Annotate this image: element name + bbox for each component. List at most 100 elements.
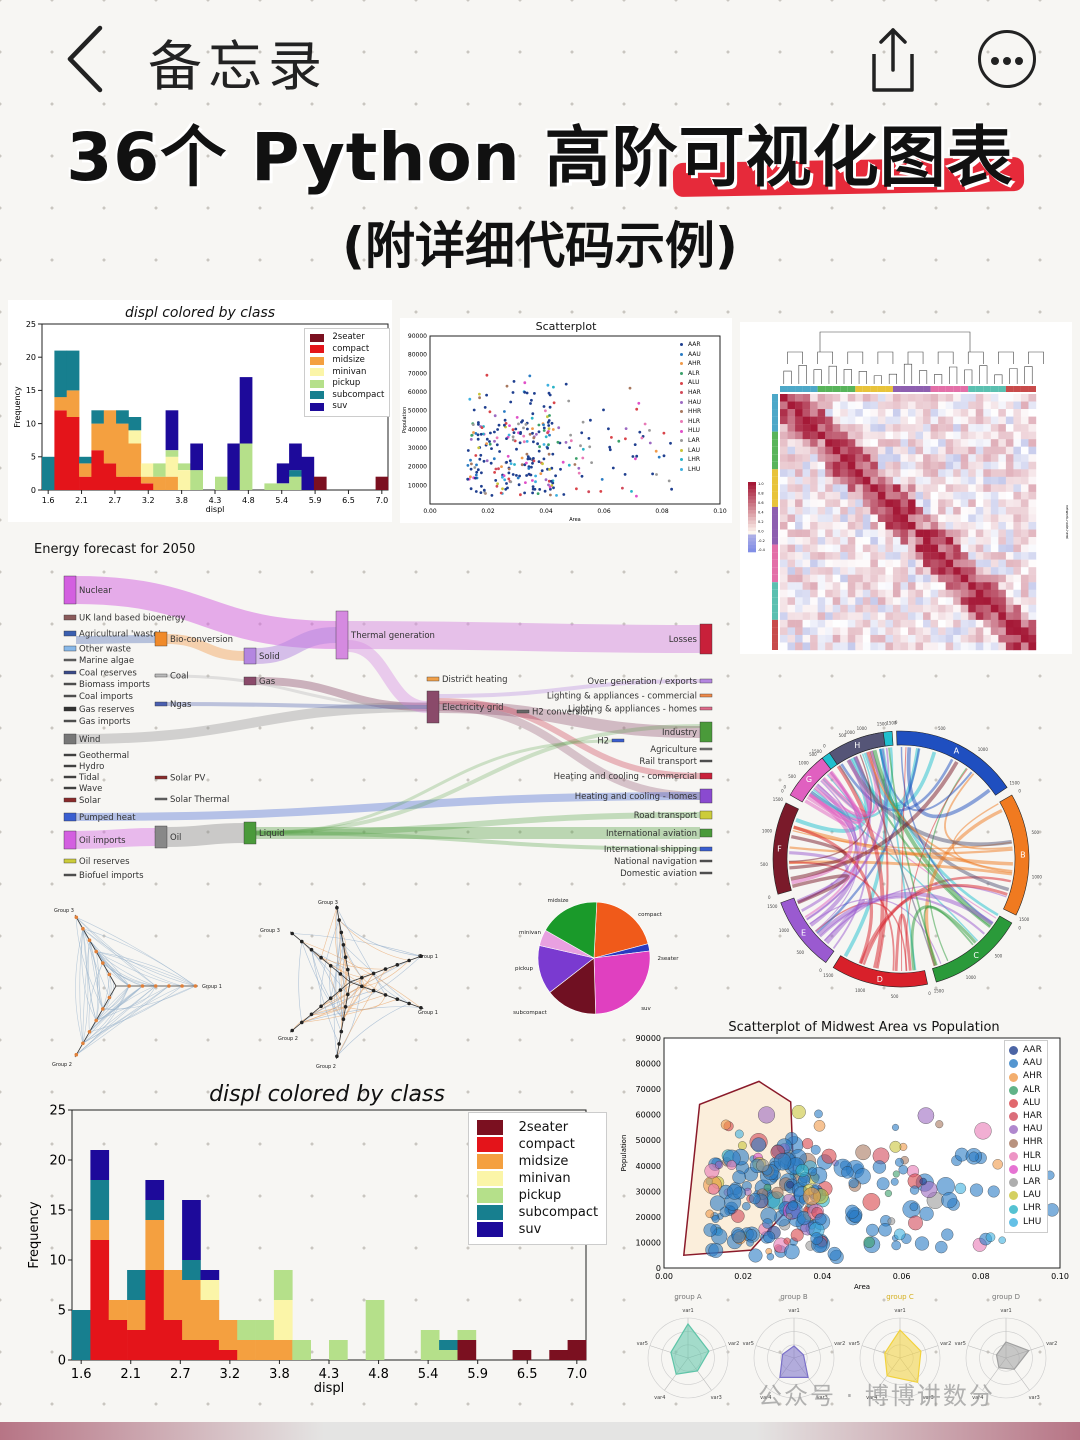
scatter-point [552,401,556,405]
scatter-point [525,474,528,477]
heatmap-cell [787,401,796,410]
scatter-point [569,433,572,437]
heatmap-cell [780,574,788,583]
heatmap-cell [817,506,826,515]
histogram-bar [313,476,327,490]
colorbar-tick-label: 0.0 [758,529,764,533]
colorbar-segment [748,496,756,500]
heatmap-cell [885,567,894,575]
radar-area [884,1329,922,1384]
heatmap-cell [960,574,969,583]
sankey-node [63,812,77,822]
heatmap-cell [998,627,1007,636]
back-button[interactable] [62,24,112,94]
legend-marker [680,458,683,462]
heatmap-cell [832,491,841,500]
cluster-strip-cell [772,439,778,447]
scatter-point [493,430,496,434]
heatmap-cell [945,394,954,402]
legend-item: LAU [1009,1189,1043,1202]
scatter-point [542,423,545,427]
scatter-point [480,484,483,488]
legend-item: minivan [310,367,384,379]
heatmap-cell [810,537,818,545]
legend-swatch [310,402,324,411]
heatmap-cell [953,506,961,515]
sankey-node-label: Geothermal [79,751,129,761]
heatmap-cell [908,431,916,440]
heatmap-cell [923,424,931,432]
hive-edge [89,939,130,987]
heatmap-cell [1005,544,1014,553]
heatmap-cell [960,634,969,643]
scatter-point [577,466,581,470]
heatmap-cell [915,469,924,478]
legend-label: ALR [1023,1084,1041,1095]
heatmap-cell [802,506,811,515]
scatter-encircle-chart: 0.00 0.02 0.04 0.06 0.08 0.100100002000030000… [620,1034,1069,1290]
chord-tick-label: 1500 [934,989,945,994]
radar-variable-label: var3 [711,1395,722,1401]
heatmap-cell [923,409,931,417]
heatmap-cell [810,439,818,447]
colorbar-tick-label: -0.4 [758,548,766,552]
heatmap-cell [855,582,864,590]
scatter-point [617,439,621,443]
scatter-point [808,1167,817,1177]
chord-tick-label: 500 [760,862,768,867]
heatmap-cell [938,529,946,538]
scatter-point [474,432,478,435]
heatmap-cell [1013,612,1022,621]
heatmap-cell [840,589,848,598]
scatter-point [511,435,515,439]
cluster-strip-cell [780,386,788,392]
scatter-point [519,493,522,497]
sankey-node-label: National navigation [614,857,697,867]
scatter-point [745,1229,758,1241]
heatmap-cell [915,574,924,583]
share-button[interactable] [862,24,924,96]
histogram-bar [127,1270,146,1300]
heatmap-cell [945,499,954,508]
scatter-point [476,433,480,437]
legend-item: minivan [477,1170,598,1187]
heatmap-cell [780,499,788,508]
scatter-point [469,458,472,462]
heatmap-cell [960,506,969,515]
scatter-point [635,407,639,411]
heatmap-cell [862,514,871,523]
sankey-node-label: Liquid [259,829,285,839]
scatter-point [866,1223,879,1237]
heatmap-cell [855,642,864,651]
scatter-point [496,428,499,431]
heatmap-cell [832,454,841,462]
cluster-strip-cell [772,634,778,643]
cluster-strip-cell [772,446,778,455]
chord-tick-label: 1500 [877,721,888,726]
heatmap-cell [877,401,886,410]
heatmap-cell [983,619,992,628]
scatter-point [635,454,639,458]
more-options-button[interactable] [978,30,1036,88]
heatmap-cell [900,491,909,500]
heatmap-cell [1005,484,1014,493]
sankey-title: Energy forecast for 2050 [34,542,196,557]
heatmap-cell [998,506,1007,515]
y-tick-label: 90000 [408,333,427,340]
heatmap-cell [787,559,796,568]
scatter-point [547,391,551,395]
heatmap-cell [908,642,916,651]
scatter-point [655,473,658,476]
heatmap-cell [983,552,992,560]
heatmap-chart: 1.00.80.60.40.20.0-0.2-0.4network-node-h… [748,331,1069,651]
scatter-point [890,1177,899,1186]
scatter-point [544,435,548,439]
hive-node [167,984,171,988]
heatmap-cell [975,446,984,455]
heatmap-cell [892,574,901,583]
legend-item: HAR [1009,1110,1043,1123]
heatmap-cell [908,537,916,545]
scatter-point [827,1246,842,1261]
histogram-bar [163,1270,183,1320]
